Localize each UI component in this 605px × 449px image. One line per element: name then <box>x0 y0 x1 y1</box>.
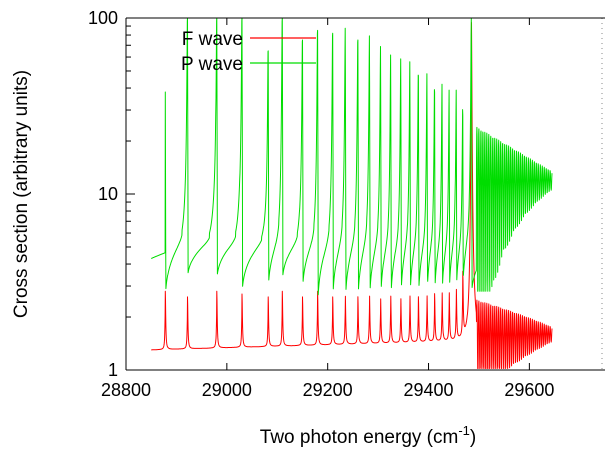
y-axis-label: Cross section (arbitrary units) <box>11 70 32 318</box>
x-axis-label: Two photon energy (cm-1) <box>260 423 476 448</box>
x-axis-label-suffix: ) <box>470 427 476 448</box>
tick-label-layer: 28800 29000 29200 29400 29600 1 10 100 <box>88 8 554 400</box>
x-tick-label-29000: 29000 <box>202 380 252 400</box>
x-tick-label-28800: 28800 <box>101 380 151 400</box>
series-line-f-wave <box>150 22 553 369</box>
series-layer <box>150 17 553 369</box>
x-axis-label-sup: -1 <box>458 423 470 438</box>
x-tick-label-29200: 29200 <box>303 380 353 400</box>
x-tick-label-29400: 29400 <box>403 380 453 400</box>
legend: F wave P wave <box>181 29 316 75</box>
x-tick-label-29600: 29600 <box>504 380 554 400</box>
y-tick-label-100: 100 <box>88 8 118 28</box>
x-axis-label-main: Two photon energy (cm <box>260 427 459 448</box>
legend-label-p-wave: P wave <box>181 54 243 75</box>
series-line-p-wave <box>150 17 553 296</box>
legend-label-f-wave: F wave <box>182 29 243 50</box>
y-tick-label-1: 1 <box>108 360 118 380</box>
axis-layer <box>125 17 605 371</box>
y-tick-label-10: 10 <box>98 184 118 204</box>
